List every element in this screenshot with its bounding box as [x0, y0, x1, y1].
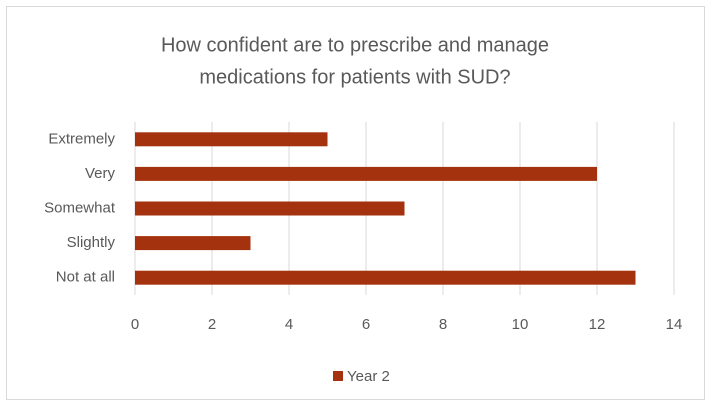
x-tick-label: 12 [589, 316, 606, 333]
x-tick-label: 4 [285, 316, 293, 333]
bar [135, 166, 597, 181]
y-tick-label: Very [85, 165, 116, 182]
x-tick-label: 8 [439, 316, 447, 333]
bar [135, 270, 636, 285]
y-tick-label: Extremely [48, 130, 115, 147]
bar [135, 201, 405, 216]
y-tick-label: Slightly [67, 234, 116, 251]
chart-title: How confident are to prescribe and manag… [161, 34, 549, 56]
y-tick-label: Somewhat [44, 199, 116, 216]
legend-label: Year 2 [347, 368, 390, 385]
x-tick-label: 0 [131, 316, 139, 333]
x-tick-label: 10 [512, 316, 529, 333]
x-tick-label: 2 [208, 316, 216, 333]
legend-swatch [333, 371, 343, 381]
bar [135, 132, 328, 147]
x-tick-label: 6 [362, 316, 370, 333]
chart-title: medications for patients with SUD? [199, 66, 510, 88]
bar [135, 236, 251, 251]
x-tick-label: 14 [666, 316, 683, 333]
y-tick-label: Not at all [56, 269, 115, 286]
